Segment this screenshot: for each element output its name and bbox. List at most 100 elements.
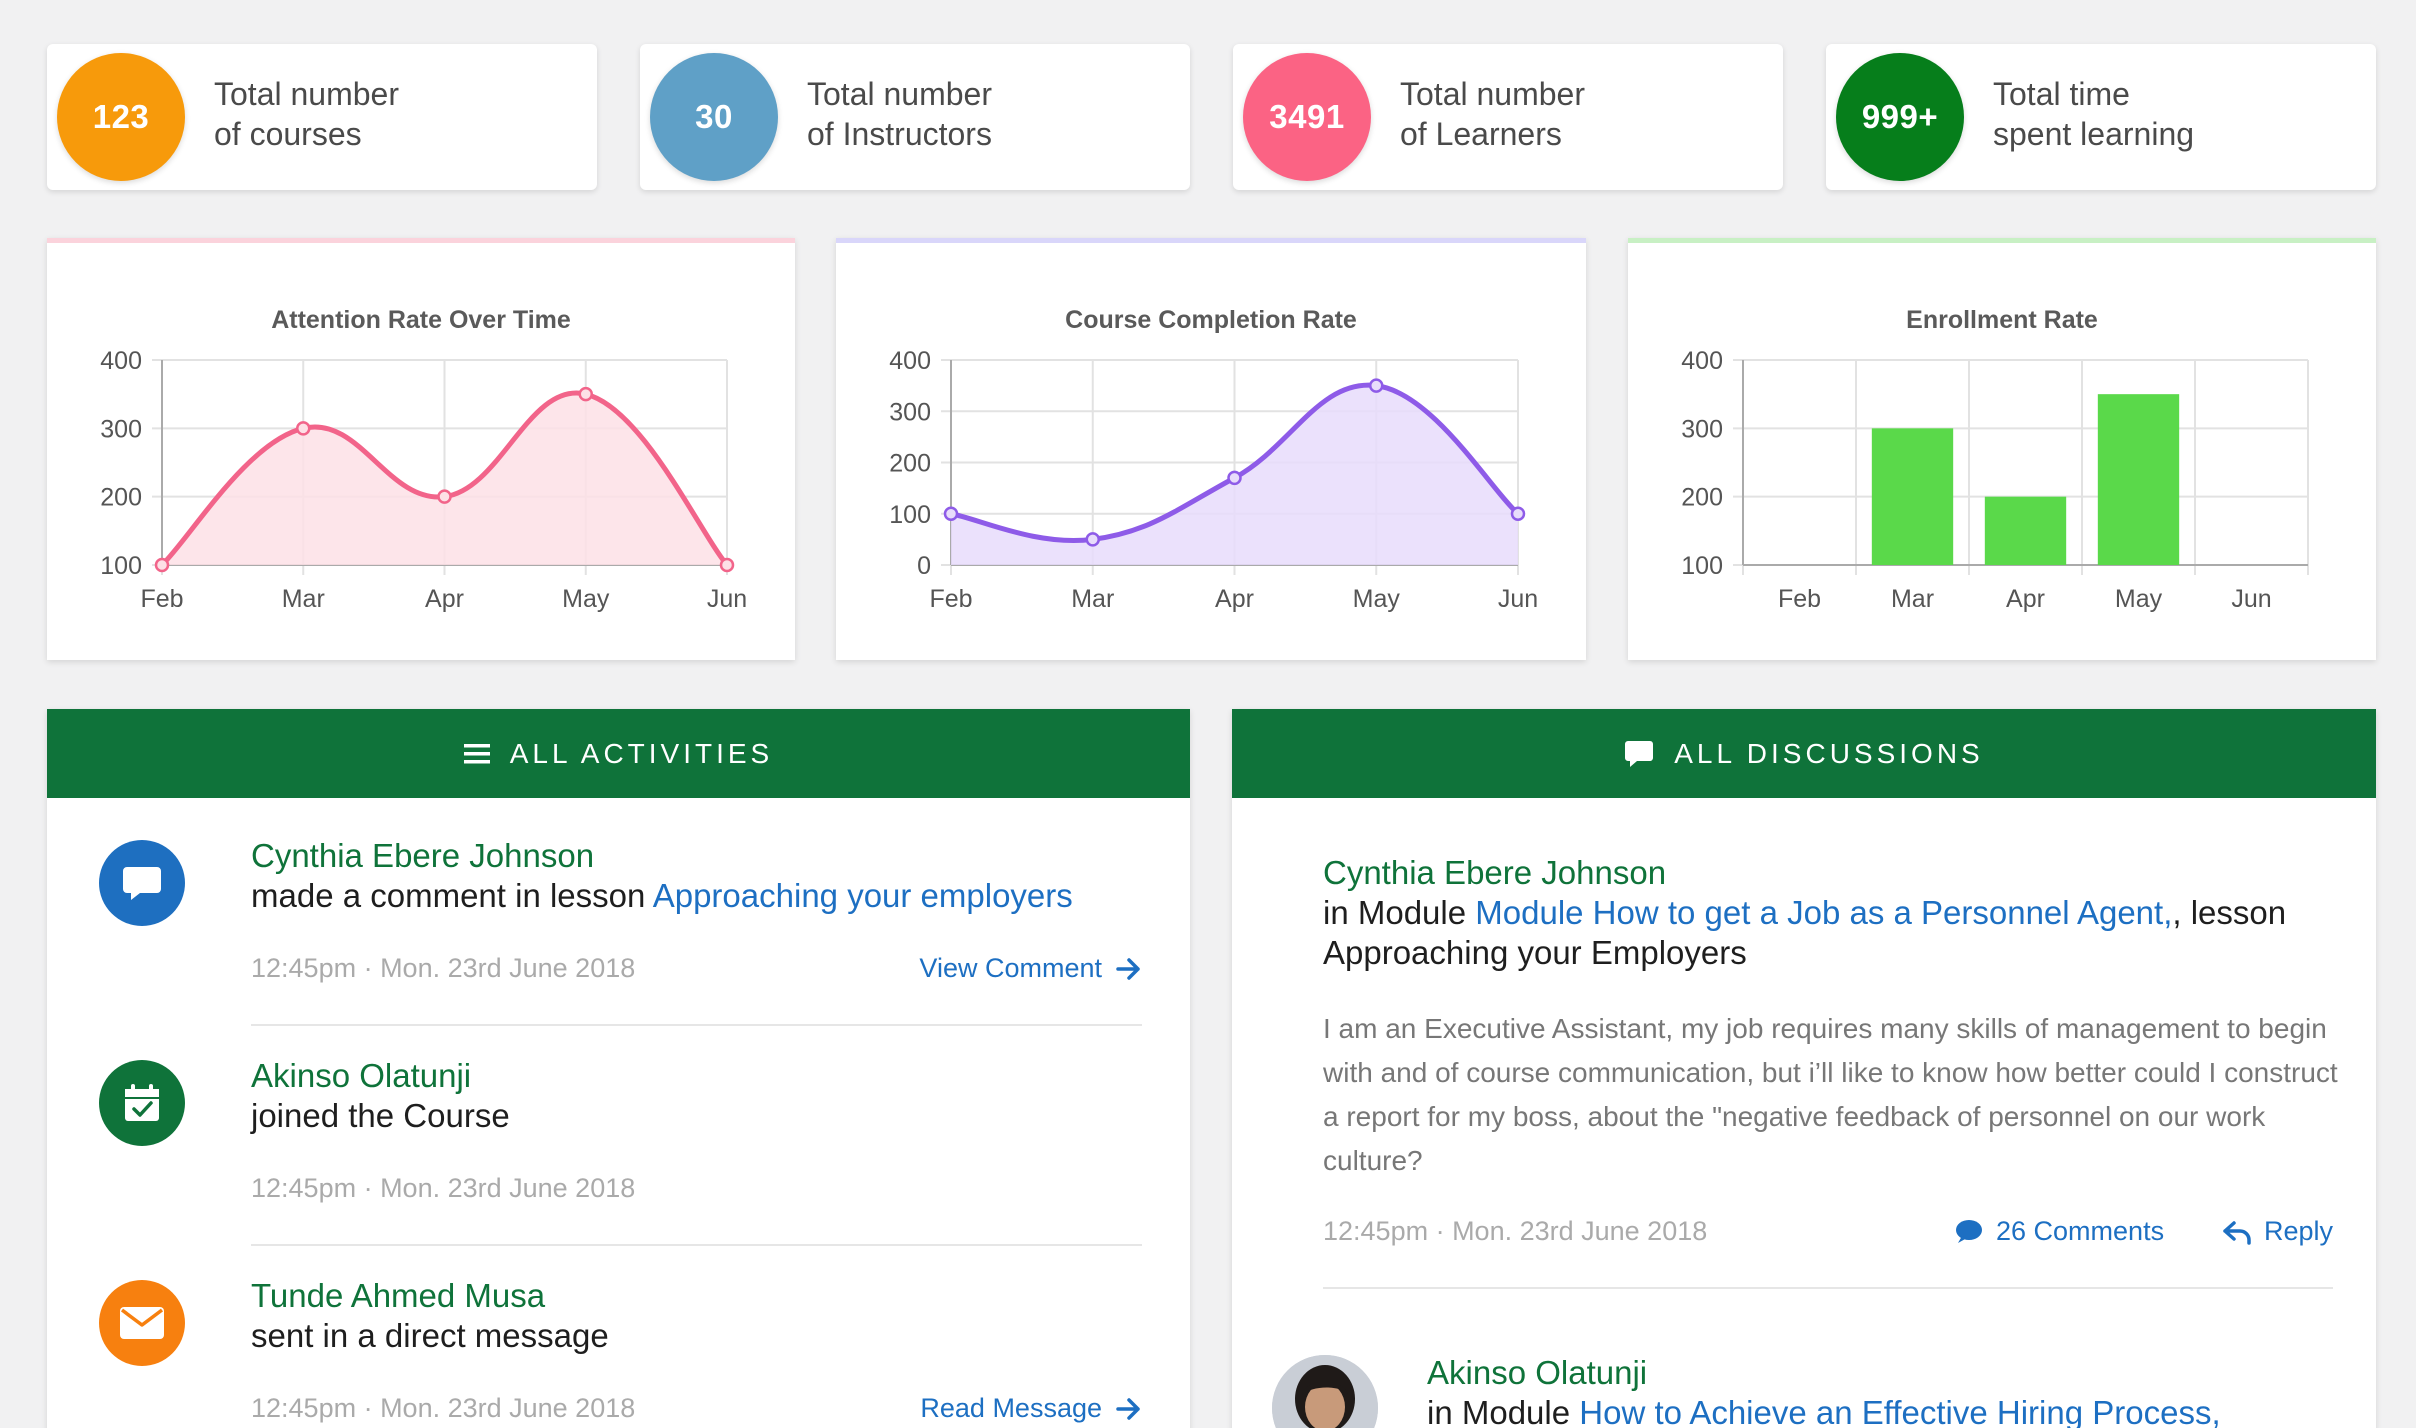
x-tick-label: May [2115, 585, 2163, 613]
x-tick-label: Jun [2231, 585, 2271, 613]
discussion-module-line: in Module How to Achieve an Effective Hi… [1427, 1394, 2221, 1428]
chart-title: Enrollment Rate [1906, 306, 2098, 334]
course-completion-chart: Course Completion Rate 400 300 200 100 0 Feb Ma… [889, 306, 1538, 613]
y-tick-label: 400 [1681, 347, 1723, 375]
menu-icon [463, 743, 490, 765]
calendar-check-icon [99, 1060, 185, 1146]
stat-label: Total number of Learners [1400, 74, 1585, 154]
y-tick-label: 300 [100, 415, 142, 443]
avatar[interactable] [1272, 1355, 1378, 1428]
reply-icon [2223, 1220, 2251, 1245]
activity-user-name[interactable]: Tunde Ahmed Musa [251, 1277, 546, 1314]
activity-user-name[interactable]: Cynthia Ebere Johnson [251, 837, 595, 874]
stat-value-circle: 123 [57, 53, 185, 181]
read-message-label: Read Message [920, 1393, 1102, 1423]
discussions-header[interactable]: ALL DISCUSSIONS [1232, 709, 2376, 798]
discussions-header-label: ALL DISCUSSIONS [1674, 737, 1984, 769]
data-point [1227, 470, 1242, 486]
activities-header-label: ALL ACTIVITIES [509, 737, 774, 769]
x-tick-label: Mar [1891, 585, 1934, 613]
discussion-timestamp: 12:45pm · Mon. 23rd June 2018 [1323, 1216, 1708, 1246]
stat-card-time: 999+ Total time spent learning [1826, 44, 2376, 190]
activity-timestamp: 12:45pm · Mon. 23rd June 2018 [251, 1173, 636, 1203]
y-tick-label: 400 [100, 347, 142, 375]
data-point [154, 557, 170, 573]
stat-label-line1: Total number [1400, 76, 1585, 112]
stat-label-line1: Total number [214, 76, 399, 112]
y-tick-label: 100 [1681, 552, 1723, 580]
activity-description: made a comment in lesson Approaching you… [251, 877, 1073, 915]
reply-label: Reply [2264, 1216, 2334, 1246]
data-point [578, 386, 593, 402]
x-tick-label: May [1353, 585, 1401, 613]
discussion-user-name[interactable]: Akinso Olatunji [1427, 1354, 1648, 1391]
bar [1984, 496, 2067, 565]
stat-label-line1: Total time [1993, 76, 2130, 112]
data-point [1510, 506, 1526, 521]
chart-title: Attention Rate Over Time [271, 306, 571, 334]
chat-bubble-icon [99, 840, 185, 926]
comment-icon [1956, 1219, 1982, 1243]
module-link[interactable]: Module How to get a Job as a Personnel A… [1475, 894, 2173, 931]
reply-link[interactable]: Reply [2222, 1216, 2333, 1247]
y-tick-label: 200 [100, 484, 142, 512]
x-tick-label: Apr [425, 585, 464, 613]
x-tick-label: Apr [2006, 585, 2045, 613]
discussion-user-name[interactable]: Cynthia Ebere Johnson [1323, 854, 1667, 891]
y-tick-label: 0 [917, 552, 931, 580]
x-tick-label: Jun [1498, 585, 1538, 613]
activity-user-name[interactable]: Akinso Olatunji [251, 1057, 472, 1094]
bar [2097, 394, 2180, 565]
data-point [437, 489, 452, 504]
divider [251, 1244, 1142, 1246]
stat-value-circle: 3491 [1243, 53, 1371, 181]
y-tick-label: 300 [889, 398, 931, 426]
discussion-body: I am an Executive Assistant, my job requ… [1323, 1013, 2338, 1176]
stat-label-line2: of Learners [1400, 116, 1562, 152]
discussion-module-line: in Module Module How to get a Job as a P… [1323, 894, 2286, 932]
y-tick-label: 200 [1681, 484, 1723, 512]
stat-label: Total number of Instructors [807, 74, 992, 154]
divider [251, 1024, 1142, 1026]
y-tick-label: 200 [889, 450, 931, 478]
attention-rate-chart: Attention Rate Over Time 400 300 200 100 Feb M… [100, 306, 747, 613]
stat-card-courses: 123 Total number of courses [47, 44, 597, 190]
view-comment-link[interactable]: View Comment [919, 953, 1142, 984]
discussion-prefix: in Module [1323, 894, 1476, 931]
activity-description: joined the Course [251, 1097, 510, 1134]
comments-count: 26 Comments [1996, 1216, 2165, 1246]
stat-value-circle: 999+ [1836, 53, 1964, 181]
module-link[interactable]: How to Achieve an Effective Hiring Proce… [1579, 1394, 2221, 1428]
y-tick-label: 100 [889, 501, 931, 529]
view-comment-label: View Comment [919, 953, 1102, 983]
series-area [951, 385, 1518, 565]
activity-text: made a comment in lesson [251, 877, 653, 914]
stat-label-line2: spent learning [1993, 116, 2195, 152]
comments-link[interactable]: 26 Comments [1954, 1216, 2164, 1247]
activities-header[interactable]: ALL ACTIVITIES [47, 709, 1190, 798]
chart-card-enrollment: Enrollment Rate 400 300 200 100 Feb Mar Apr May J… [1628, 238, 2376, 660]
x-tick-label: Mar [1071, 585, 1114, 613]
stat-label: Total time spent learning [1993, 74, 2194, 154]
x-tick-label: Feb [1778, 585, 1821, 613]
read-message-link[interactable]: Read Message [920, 1393, 1142, 1424]
data-point [943, 506, 959, 521]
arrow-right-icon [1116, 1397, 1140, 1420]
series-area [162, 392, 727, 565]
chart-card-attention: Attention Rate Over Time 400 300 200 100 Feb M… [47, 238, 795, 660]
data-point [296, 421, 311, 436]
data-point [719, 557, 735, 573]
y-tick-label: 300 [1681, 415, 1723, 443]
stat-label-line2: of Instructors [807, 116, 992, 152]
arrow-right-icon [1116, 957, 1140, 980]
envelope-icon [99, 1280, 185, 1366]
lesson-link[interactable]: Approaching your Employers [1323, 934, 1747, 971]
activity-timestamp: 12:45pm · Mon. 23rd June 2018 [251, 1393, 636, 1423]
x-tick-label: Feb [929, 585, 972, 613]
divider [1323, 1287, 2333, 1289]
x-tick-label: Jun [707, 585, 747, 613]
lesson-link[interactable]: Approaching your employers [652, 877, 1073, 914]
chart-title: Course Completion Rate [1065, 306, 1357, 334]
y-tick-label: 400 [889, 347, 931, 375]
discussion-lesson-sep: , lesson [2172, 894, 2287, 931]
